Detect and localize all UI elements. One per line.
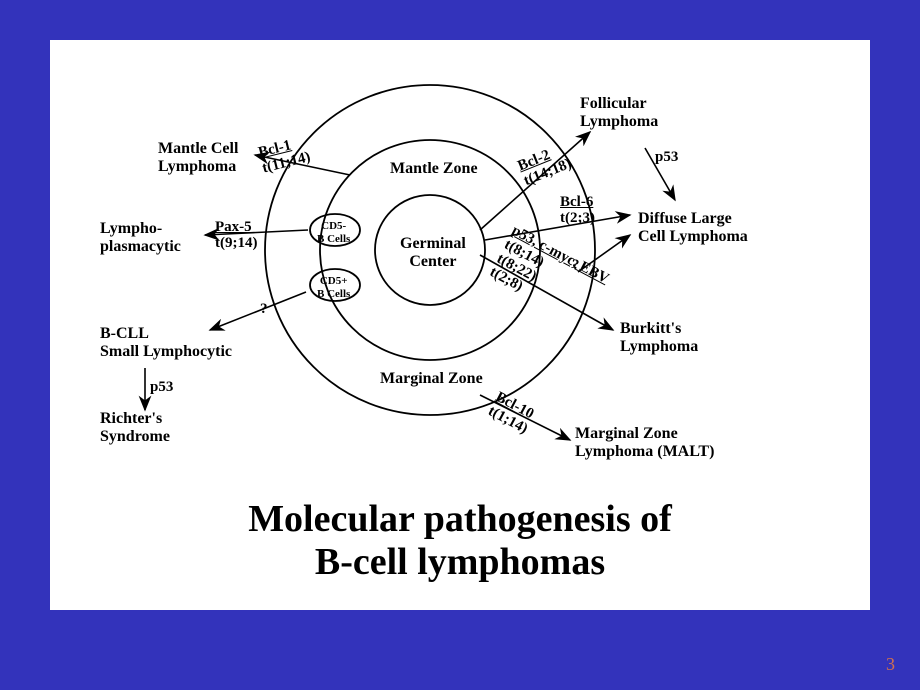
richters-syndrome: Richter's Syndrome	[100, 410, 170, 447]
bcll-small-lymphocytic: B-CLL Small Lymphocytic	[100, 325, 232, 362]
bcl6-label: Bcl-6t(2;3)	[560, 195, 595, 227]
cd5neg-label: CD5- B Cells	[317, 220, 350, 245]
marginal-zone-lymphoma: Marginal Zone Lymphoma (MALT)	[575, 425, 714, 462]
q-diffuse-label: ?	[572, 258, 580, 274]
title-line1: Molecular pathogenesis of	[248, 498, 672, 540]
page-number: 3	[886, 654, 895, 675]
follicular-lymphoma: Follicular Lymphoma	[580, 95, 658, 132]
slide-title: Molecular pathogenesis of B-cell lymphom…	[50, 498, 870, 585]
p53-bcll-label: p53	[150, 380, 173, 396]
p53-follicular-label: p53	[655, 150, 678, 166]
cd5pos-label: CD5+ B Cells	[317, 275, 350, 300]
marginal-zone-label: Marginal Zone	[380, 370, 483, 388]
title-line2: B-cell lymphomas	[315, 541, 605, 583]
germinal-center-label: Germinal Center	[400, 235, 466, 272]
slide-panel: Germinal Center Mantle Zone Marginal Zon…	[50, 40, 870, 610]
q-bcll-label: ?	[260, 302, 268, 318]
mantle-zone-label: Mantle Zone	[390, 160, 478, 178]
burkitt-lymphoma: Burkitt's Lymphoma	[620, 320, 698, 357]
lympho-plasmacytic: Lympho- plasmacytic	[100, 220, 181, 257]
diffuse-large-cell-lymphoma: Diffuse Large Cell Lymphoma	[638, 210, 748, 247]
pax5-label: Pax-5t(9;14)	[215, 220, 257, 252]
mantle-cell-lymphoma: Mantle Cell Lymphoma	[158, 140, 238, 177]
gc-to-diffuse	[485, 215, 630, 240]
